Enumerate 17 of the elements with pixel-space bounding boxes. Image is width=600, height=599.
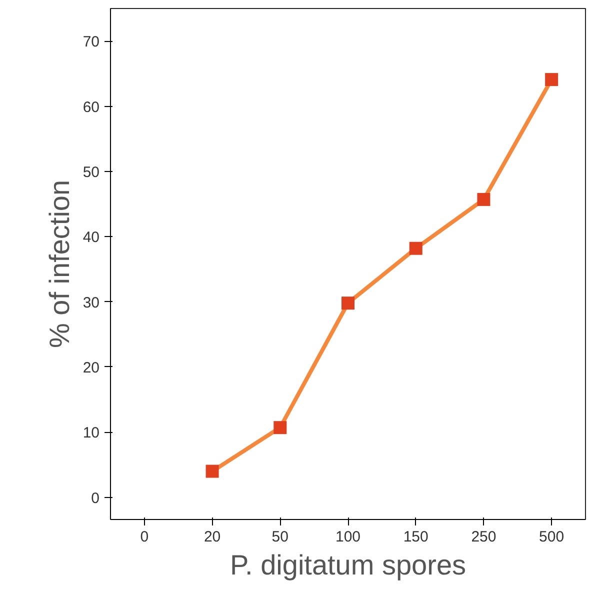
- x-tick-label: 50: [272, 528, 288, 546]
- y-tick-label: 40: [82, 229, 100, 246]
- y-tick-label: 50: [82, 164, 100, 181]
- y-tick-label: 70: [82, 34, 100, 51]
- x-tick-label: 20: [204, 528, 221, 546]
- x-tick-label: 150: [403, 528, 428, 546]
- y-tick-label: 30: [82, 294, 100, 312]
- y-tick-label: 10: [82, 424, 100, 442]
- x-tick-label: 0: [140, 528, 149, 546]
- x-axis-title: P. digitatum spores: [230, 550, 466, 580]
- y-tick-label: 20: [82, 359, 100, 376]
- x-tick-label: 100: [335, 528, 361, 546]
- x-tick-label: 250: [471, 528, 496, 546]
- y-axis-title: % of infection: [44, 180, 75, 348]
- y-tick-label: 60: [82, 98, 100, 116]
- y-tick-label: 0: [91, 490, 100, 507]
- x-tick-label: 500: [539, 528, 564, 546]
